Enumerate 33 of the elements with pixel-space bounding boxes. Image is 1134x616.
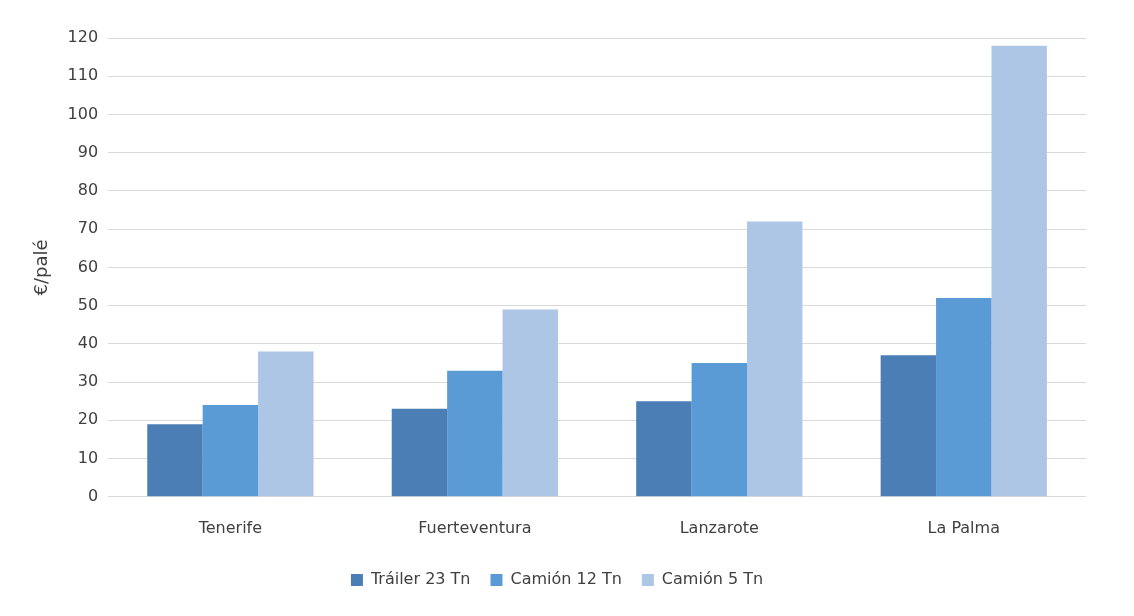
bar <box>936 297 992 497</box>
legend-label: Tráiler 23 Tn <box>369 569 471 589</box>
bar <box>391 408 448 497</box>
y-tick-label: 10 <box>77 447 99 467</box>
bar <box>202 405 259 497</box>
y-tick-label: 20 <box>77 409 99 429</box>
bar <box>636 401 692 497</box>
y-tick-label: 80 <box>77 180 99 200</box>
y-tick-label: 50 <box>77 294 99 314</box>
y-tick-label: 120 <box>67 27 99 47</box>
y-tick-label: 30 <box>77 371 99 391</box>
bar <box>258 351 314 497</box>
y-tick-label: 40 <box>77 333 99 353</box>
legend-label: Camión 5 Tn <box>661 569 764 589</box>
x-tick-label: La Palma <box>927 517 1000 537</box>
bar <box>880 355 937 497</box>
bar <box>691 362 748 497</box>
y-tick-label: 110 <box>67 65 99 85</box>
x-tick-label: Fuerteventura <box>418 517 532 537</box>
y-axis-title: €/palé <box>30 239 52 296</box>
bar <box>447 370 503 497</box>
bar <box>147 424 203 497</box>
y-tick-label: 90 <box>77 141 99 161</box>
x-tick-label: Lanzarote <box>679 517 759 537</box>
y-tick-label: 60 <box>77 256 99 276</box>
bar <box>991 45 1047 497</box>
x-tick-label: Tenerife <box>197 517 263 537</box>
y-tick-label: 0 <box>87 485 99 505</box>
legend-label: Camión 12 Tn <box>510 569 622 589</box>
y-tick-label: 100 <box>67 103 99 123</box>
y-tick-label: 70 <box>77 218 99 238</box>
bar <box>747 221 803 497</box>
bar <box>502 309 558 497</box>
